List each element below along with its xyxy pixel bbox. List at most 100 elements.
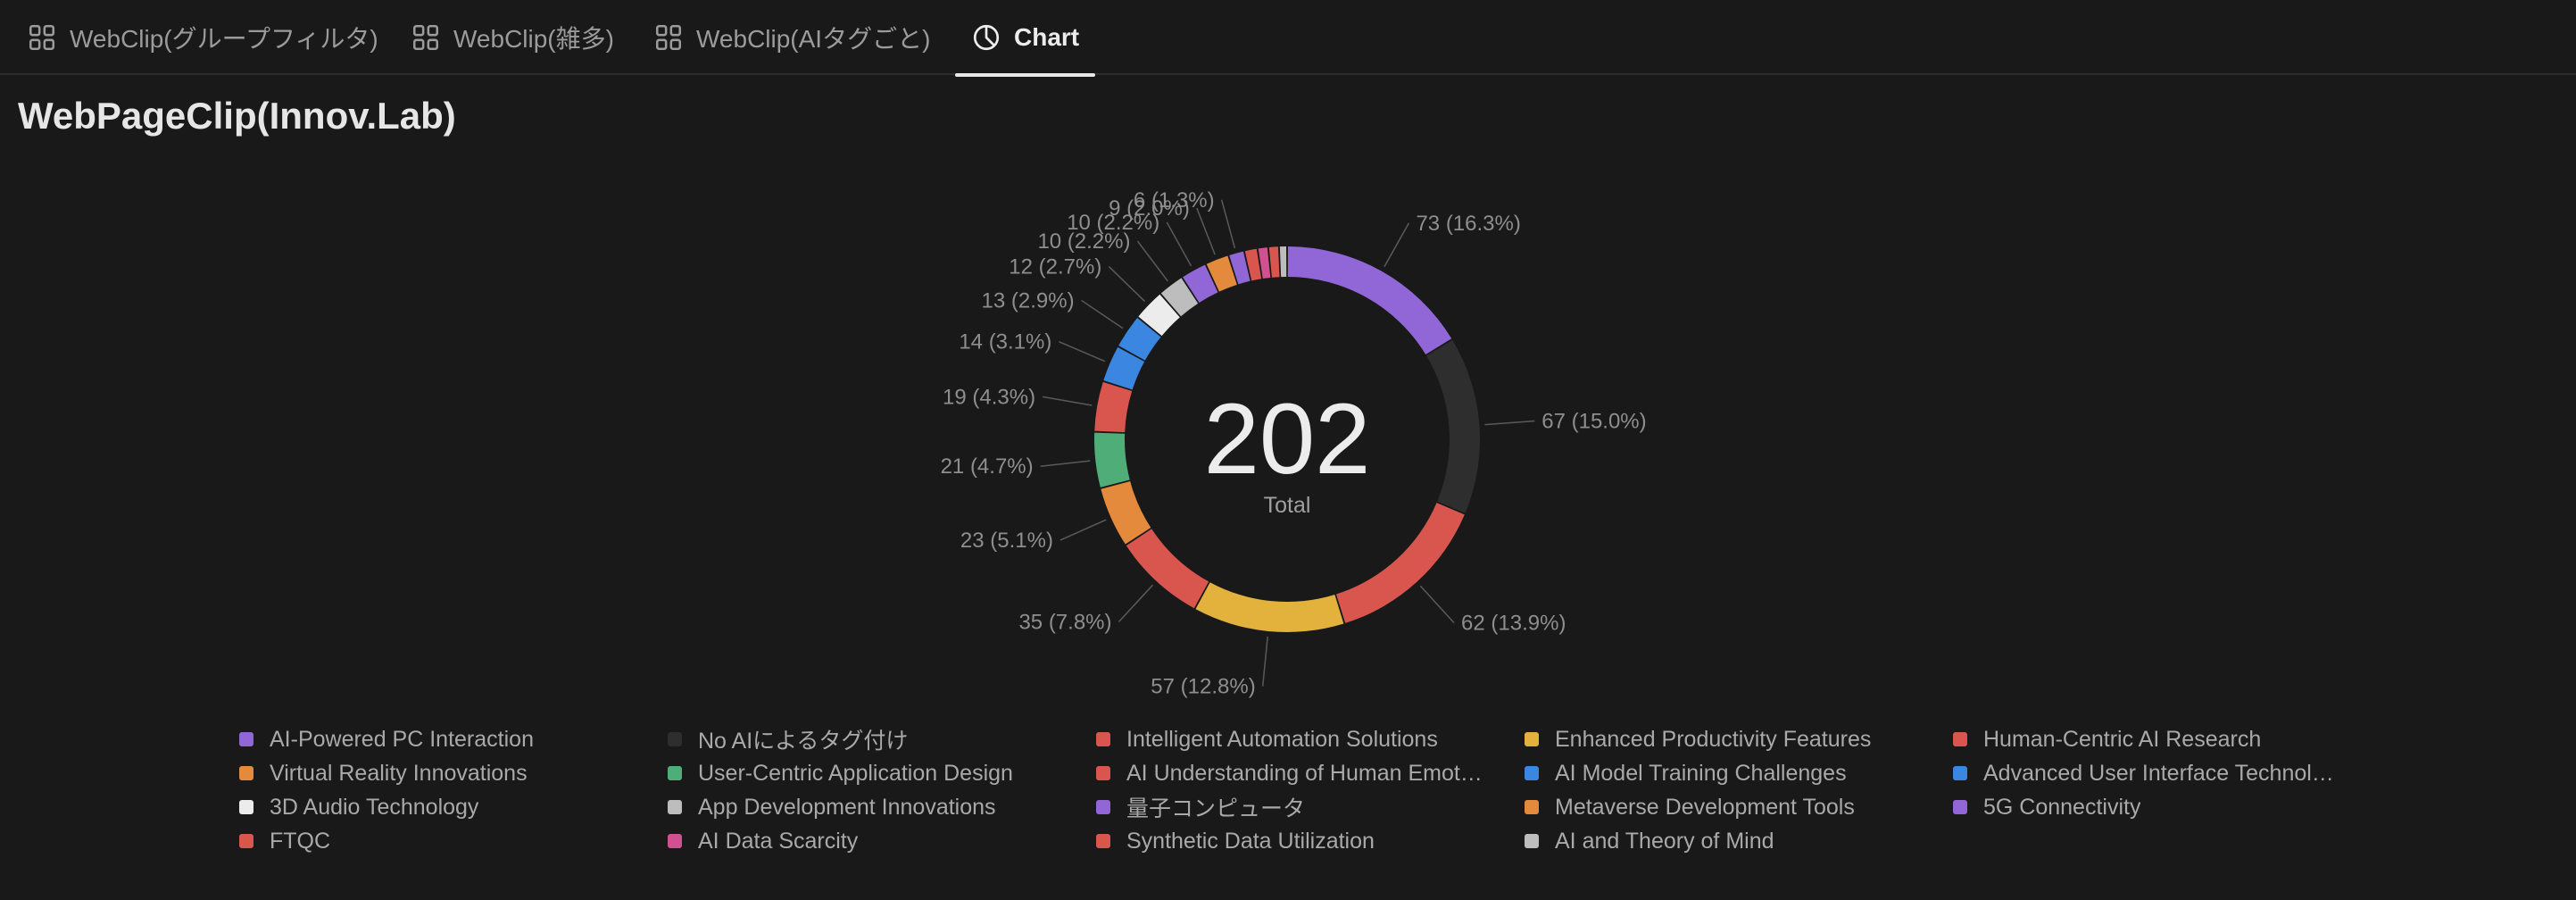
legend-label: Metaverse Development Tools <box>1555 794 1855 820</box>
callout-line <box>1220 199 1236 249</box>
callout-line <box>1118 584 1154 622</box>
pie-slice[interactable] <box>1103 346 1145 390</box>
legend-item[interactable]: AI Understanding of Human Emot… <box>1096 757 1483 789</box>
legend-label: AI Data Scarcity <box>698 828 859 854</box>
legend-label: No AIによるタグ付け <box>698 729 909 754</box>
legend-swatch <box>1525 732 1539 746</box>
callout-line <box>1059 340 1106 362</box>
legend-label: Intelligent Automation Solutions <box>1126 726 1438 752</box>
legend-item[interactable]: 量子コンピュータ <box>1096 791 1305 823</box>
callout-line <box>1059 519 1107 541</box>
pie-slice[interactable] <box>1195 582 1344 632</box>
legend-label: AI and Theory of Mind <box>1555 828 1774 854</box>
slice-data-label: 67 (15.0%) <box>1541 410 1646 434</box>
legend-item[interactable]: 5G Connectivity <box>1953 791 2140 823</box>
legend-swatch <box>239 800 253 814</box>
grid-icon <box>412 24 439 51</box>
legend-item[interactable]: AI and Theory of Mind <box>1525 825 1774 857</box>
pie-slice[interactable] <box>1094 432 1130 488</box>
legend-swatch <box>668 834 682 848</box>
legend-item[interactable]: Virtual Reality Innovations <box>239 757 528 789</box>
legend-swatch <box>1096 766 1110 780</box>
legend-swatch <box>1953 766 1967 780</box>
slice-data-label: 13 (2.9%) <box>982 288 1075 312</box>
slice-data-label: 10 (2.2%) <box>1067 211 1159 235</box>
pie-slice[interactable] <box>1118 318 1161 361</box>
legend-item[interactable]: Synthetic Data Utilization <box>1096 825 1375 857</box>
legend-item[interactable]: FTQC <box>239 825 330 857</box>
slice-data-label: 57 (12.8%) <box>1151 675 1255 699</box>
tab-webclip-ai-tags[interactable]: WebClip(AIタグごと) <box>653 0 930 75</box>
pie-slice[interactable] <box>1335 503 1465 623</box>
legend-item[interactable]: App Development Innovations <box>668 791 996 823</box>
legend-swatch <box>668 766 682 780</box>
tab-label: WebClip(AIタグごと) <box>696 25 931 53</box>
legend-label: App Development Innovations <box>698 794 996 820</box>
pie-slice[interactable] <box>1101 480 1151 545</box>
legend-label: User-Centric Application Design <box>698 760 1013 786</box>
pie-chart-icon <box>973 24 1000 51</box>
legend-item[interactable]: Human-Centric AI Research <box>1953 723 2261 755</box>
pie-slice[interactable] <box>1183 264 1218 303</box>
slice-data-label: 12 (2.7%) <box>1009 255 1101 279</box>
total-label: Total <box>1264 493 1311 518</box>
pie-slice[interactable] <box>1126 529 1209 609</box>
legend-label: Virtual Reality Innovations <box>270 760 528 786</box>
legend-swatch <box>239 834 253 848</box>
legend-swatch <box>239 732 253 746</box>
tab-label: Chart <box>1014 23 1080 51</box>
tab-webclip-group-filter[interactable]: WebClip(グループフィルタ) <box>27 0 378 75</box>
page-title: WebPageClip(Innov.Lab) <box>18 95 456 137</box>
callout-line <box>1081 299 1124 329</box>
pie-slice[interactable] <box>1268 246 1280 278</box>
legend-item[interactable]: AI Data Scarcity <box>668 825 858 857</box>
callout-line <box>1484 420 1535 426</box>
legend-label: AI-Powered PC Interaction <box>270 726 534 752</box>
tab-chart[interactable]: Chart <box>954 0 1096 77</box>
callout-line <box>1166 221 1192 267</box>
total-value: 202 <box>1204 383 1371 495</box>
pie-slice[interactable] <box>1206 255 1237 292</box>
slice-data-label: 21 (4.7%) <box>941 454 1034 479</box>
legend-label: FTQC <box>270 828 331 854</box>
legend-swatch <box>1953 800 1967 814</box>
legend-item[interactable]: Intelligent Automation Solutions <box>1096 723 1438 755</box>
legend-label: Synthetic Data Utilization <box>1126 828 1375 854</box>
pie-slice[interactable] <box>1138 294 1180 337</box>
legend-swatch <box>239 766 253 780</box>
legend-swatch <box>1525 834 1539 848</box>
legend-swatch <box>1525 766 1539 780</box>
callout-line <box>1196 207 1216 255</box>
slice-data-label: 62 (13.9%) <box>1461 612 1566 636</box>
pie-slice[interactable] <box>1160 278 1199 317</box>
tab-label: WebClip(雑多) <box>453 25 614 53</box>
pie-slice[interactable] <box>1287 246 1452 354</box>
slice-data-label: 23 (5.1%) <box>960 529 1053 553</box>
callout-line <box>1042 396 1093 406</box>
legend-item[interactable]: Metaverse Development Tools <box>1525 791 1855 823</box>
legend-label: Human-Centric AI Research <box>1983 726 2262 752</box>
pie-slice[interactable] <box>1279 246 1287 278</box>
legend-label: AI Understanding of Human Emot… <box>1126 760 1483 786</box>
pie-slice[interactable] <box>1258 247 1271 279</box>
legend-item[interactable]: AI-Powered PC Interaction <box>239 723 534 755</box>
legend-label: Enhanced Productivity Features <box>1555 726 1872 752</box>
pie-slice[interactable] <box>1229 251 1251 285</box>
legend-item[interactable]: No AIによるタグ付け <box>668 723 908 755</box>
legend-label: AI Model Training Challenges <box>1555 760 1847 786</box>
slice-data-label: 14 (3.1%) <box>959 330 1051 354</box>
legend-item[interactable]: User-Centric Application Design <box>668 757 1013 789</box>
pie-slice[interactable] <box>1244 248 1262 281</box>
tab-webclip-misc[interactable]: WebClip(雑多) <box>411 0 614 75</box>
legend-item[interactable]: Advanced User Interface Technol… <box>1953 757 2334 789</box>
legend-item[interactable]: 3D Audio Technology <box>239 791 478 823</box>
pie-slice[interactable] <box>1094 381 1133 433</box>
legend-item[interactable]: Enhanced Productivity Features <box>1525 723 1871 755</box>
slice-data-label: 35 (7.8%) <box>1018 610 1111 634</box>
legend-item[interactable]: AI Model Training Challenges <box>1525 757 1847 789</box>
legend-swatch <box>1096 834 1110 848</box>
pie-slice[interactable] <box>1426 339 1480 513</box>
legend-label: 5G Connectivity <box>1983 794 2141 820</box>
